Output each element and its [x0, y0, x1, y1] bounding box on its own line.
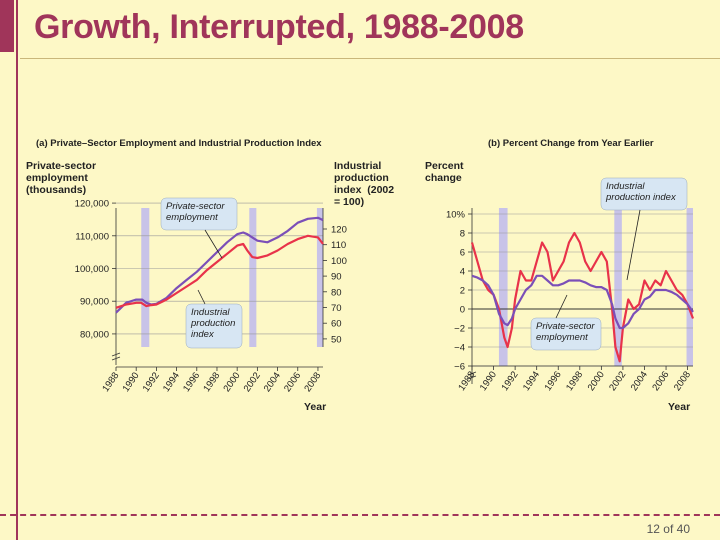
page-total: 40 [676, 522, 690, 536]
chart-a-x-tick-label: 2006 [282, 370, 303, 394]
chart-a-y-tick-label: 120,000 [75, 199, 109, 210]
chart-b-x-tick-label: 2000 [586, 369, 607, 393]
chart-a-title: (a) Private–Sector Employment and Indust… [36, 138, 322, 149]
chart-b-y-tick-label: 0 [460, 305, 465, 316]
chart-a-right-tick-label: 90 [331, 272, 342, 283]
chart-b-x-tick-label: 1996 [543, 369, 564, 393]
chart-a-right-tick-label: 120 [331, 225, 347, 236]
chart-b-annotation-text: Private-sector [536, 321, 595, 332]
chart-a-x-tick-label: 1990 [121, 370, 142, 394]
chart-marks: 120,000 110,000 100,000 90,000 80,000 120 110 1… [75, 177, 695, 394]
chart-a-y-tick-label: 80,000 [80, 329, 109, 340]
chart-a-y-tick-label: 90,000 [80, 297, 109, 308]
chart-a-annotation-text: Private-sector [166, 201, 225, 212]
chart-b-series-line-2 [471, 274, 694, 330]
chart-b-y-tick-label: −6 [454, 362, 465, 373]
chart-a-series-line-1 [115, 216, 324, 314]
chart-a-axis-break [111, 352, 121, 361]
chart-b-x-tick-label: 1998 [564, 369, 585, 393]
chart-b-y-tick-label: −2 [454, 324, 465, 335]
accent-block [0, 0, 14, 52]
chart-a-x-tick-label: 1998 [201, 370, 222, 394]
chart-b-annotation-box [530, 317, 602, 351]
chart-a-x-tick-label: 1988 [100, 370, 121, 394]
chart-b-annotation-leader [555, 294, 568, 319]
left-accent-bar [0, 0, 20, 540]
chart-a-annotation-box [160, 197, 238, 231]
chart-a-x-tick-label: 2002 [242, 370, 263, 394]
chart-a-annotation-text: production [190, 318, 235, 329]
chart-a-x-tick-label: 2004 [262, 370, 283, 394]
slide-title: Growth, Interrupted, 1988-2008 [34, 8, 524, 46]
chart-a-right-tick-label: 70 [331, 303, 342, 314]
chart-a-right-tick-label: 100 [331, 256, 347, 267]
chart-a-ylabel-left-line1: Private-sector [26, 160, 96, 172]
chart-a-xlabel: Year [304, 401, 326, 413]
chart-b-recession-band [614, 208, 622, 366]
chart-b-y-tick-label: 2 [460, 286, 465, 297]
chart-b-x-tick-label: 2002 [607, 369, 628, 393]
chart-b-y-tick-label: 4 [460, 267, 465, 278]
chart-a-x-tick-label: 1996 [181, 370, 202, 394]
chart-a-recession-band [141, 208, 150, 347]
chart-a-x-tick-label: 1994 [161, 370, 182, 394]
chart-a-ylabel-right-line2: production [334, 172, 389, 184]
chart-b-annotation-text: Industrial [606, 181, 645, 192]
chart-b-y-tick-label: 8 [460, 229, 465, 240]
chart-b-ylabel-line1: Percent [425, 160, 464, 172]
title-divider [20, 58, 720, 59]
chart-b-recession-band [686, 208, 693, 366]
page-current: 12 [646, 522, 660, 536]
chart-b-annotation-box [600, 177, 688, 211]
chart-a-y-tick-label: 100,000 [75, 264, 109, 275]
chart-b-recession-band [498, 208, 508, 366]
chart-b-title: (b) Percent Change from Year Earlier [488, 138, 654, 149]
chart-b-x-tick-label: 2008 [672, 369, 693, 393]
chart-a-ylabel-left-line3: (thousands) [26, 184, 86, 196]
chart-a-right-tick-label: 80 [331, 287, 342, 298]
chart-a-annotation-box [185, 303, 243, 349]
chart-b-annotation-text: employment [536, 332, 588, 343]
chart-a-x-tick-label: 2000 [221, 370, 242, 394]
page-number: 12 of 40 [647, 522, 690, 536]
chart-a-right-tick-label: 50 [331, 334, 342, 345]
chart-a-annotation-leader [204, 229, 223, 259]
chart-a-right-tick-label: 60 [331, 319, 342, 330]
chart-a-annotation-text: Industrial [191, 307, 230, 318]
chart-a-annotation-text: index [191, 329, 215, 340]
chart-b-x-tick-label: 2004 [629, 369, 650, 393]
chart-b-x-tick-label: 2006 [650, 369, 671, 393]
chart-a-right-tick-label: 110 [331, 240, 346, 251]
chart-a-annotation-leader [197, 289, 206, 305]
chart-a-ylabel-right-line3: index (2002 [334, 184, 394, 196]
chart-a-x-tick-label: 1992 [141, 370, 162, 394]
chart-b-xlabel: Year [668, 401, 690, 413]
chart-b-y-tick-label: 6 [460, 248, 465, 259]
chart-b-axis-break [467, 371, 477, 380]
chart-b-x-tick-label: 1994 [521, 369, 542, 393]
chart-a-ylabel-left-line2: employment [26, 172, 88, 184]
page-of: of [663, 522, 674, 536]
chart-b-ylabel-line2: change [425, 172, 462, 184]
chart-b-x-tick-label: 1992 [499, 369, 520, 393]
accent-line [16, 0, 18, 540]
chart-b-annotation-text: production index [605, 192, 677, 203]
chart-b-y-tick-label: 10% [446, 210, 466, 221]
chart-a-annotation-text: employment [166, 212, 218, 223]
chart-a-recession-band [249, 208, 257, 347]
chart-a-y-tick-label: 110,000 [75, 231, 109, 242]
chart-a-x-tick-label: 2008 [302, 370, 323, 394]
chart-a-recession-band [316, 208, 323, 347]
chart-a-ylabel-right-line4: = 100) [334, 196, 364, 208]
chart-a-ylabel-right-line1: Industrial [334, 160, 381, 172]
chart-b-y-tick-label: −4 [454, 343, 465, 354]
bottom-divider [0, 514, 720, 516]
chart-b-series-line-1 [470, 231, 695, 363]
chart-b-annotation-leader [626, 209, 641, 281]
chart-b-x-tick-label: 1990 [478, 369, 499, 393]
